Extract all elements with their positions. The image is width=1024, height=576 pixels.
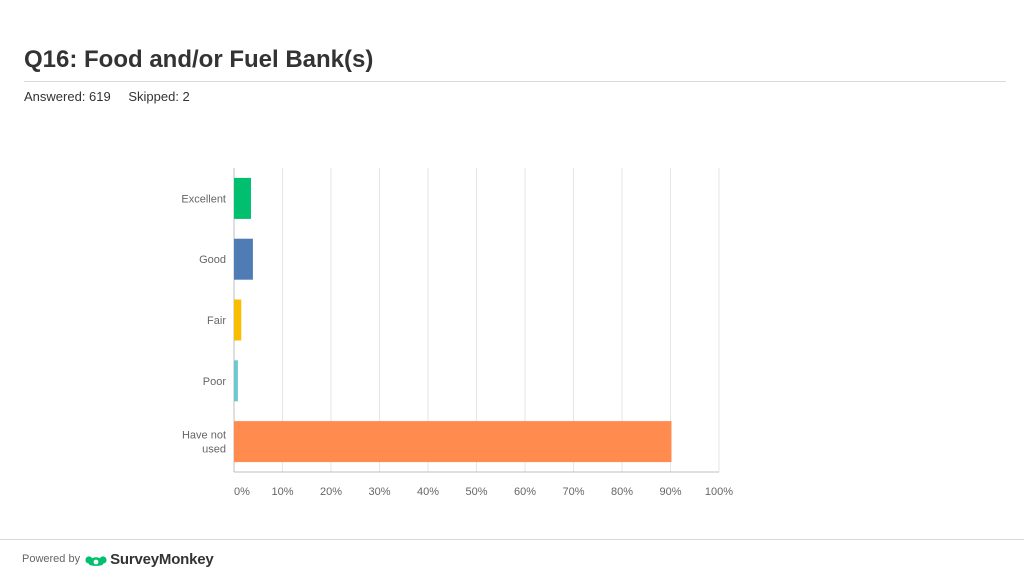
- category-label: Excellent: [181, 193, 226, 205]
- bar: [234, 360, 238, 402]
- title-divider: [24, 81, 1006, 82]
- x-tick-label: 10%: [271, 486, 293, 498]
- x-tick-label: 90%: [659, 486, 681, 498]
- page-title: Q16: Food and/or Fuel Bank(s): [24, 46, 374, 73]
- footer: Powered by SurveyMonkey: [22, 547, 214, 571]
- surveymonkey-logo-icon: [85, 556, 107, 566]
- bar: [234, 299, 242, 341]
- bar: [234, 421, 672, 463]
- bar: [234, 238, 253, 280]
- x-tick-label: 30%: [368, 486, 390, 498]
- x-tick-label: 80%: [611, 486, 633, 498]
- powered-by-label: Powered by: [22, 553, 81, 565]
- category-label: Good: [199, 254, 226, 266]
- category-label: Poor: [203, 376, 227, 388]
- category-label: Fair: [207, 315, 226, 327]
- footer-divider: [0, 539, 1024, 540]
- x-tick-label: 60%: [514, 486, 536, 498]
- x-tick-label: 100%: [705, 486, 733, 498]
- skipped-count: Skipped: 2: [128, 89, 190, 104]
- category-label: Have not used: [182, 430, 226, 456]
- answered-count: Answered: 619: [24, 89, 111, 104]
- bar-chart: Excellent Good Fair Poor Have not used 0% 10% 20…: [181, 168, 733, 498]
- x-tick-label: 70%: [562, 486, 584, 498]
- x-tick-label: 50%: [465, 486, 487, 498]
- x-tick-label: 20%: [320, 486, 342, 498]
- x-tick-label: 40%: [417, 486, 439, 498]
- x-tick-label: 0%: [234, 486, 250, 498]
- response-stats: Answered: 619 Skipped: 2: [24, 89, 190, 104]
- bar: [234, 177, 251, 219]
- surveymonkey-brand: SurveyMonkey: [110, 550, 214, 568]
